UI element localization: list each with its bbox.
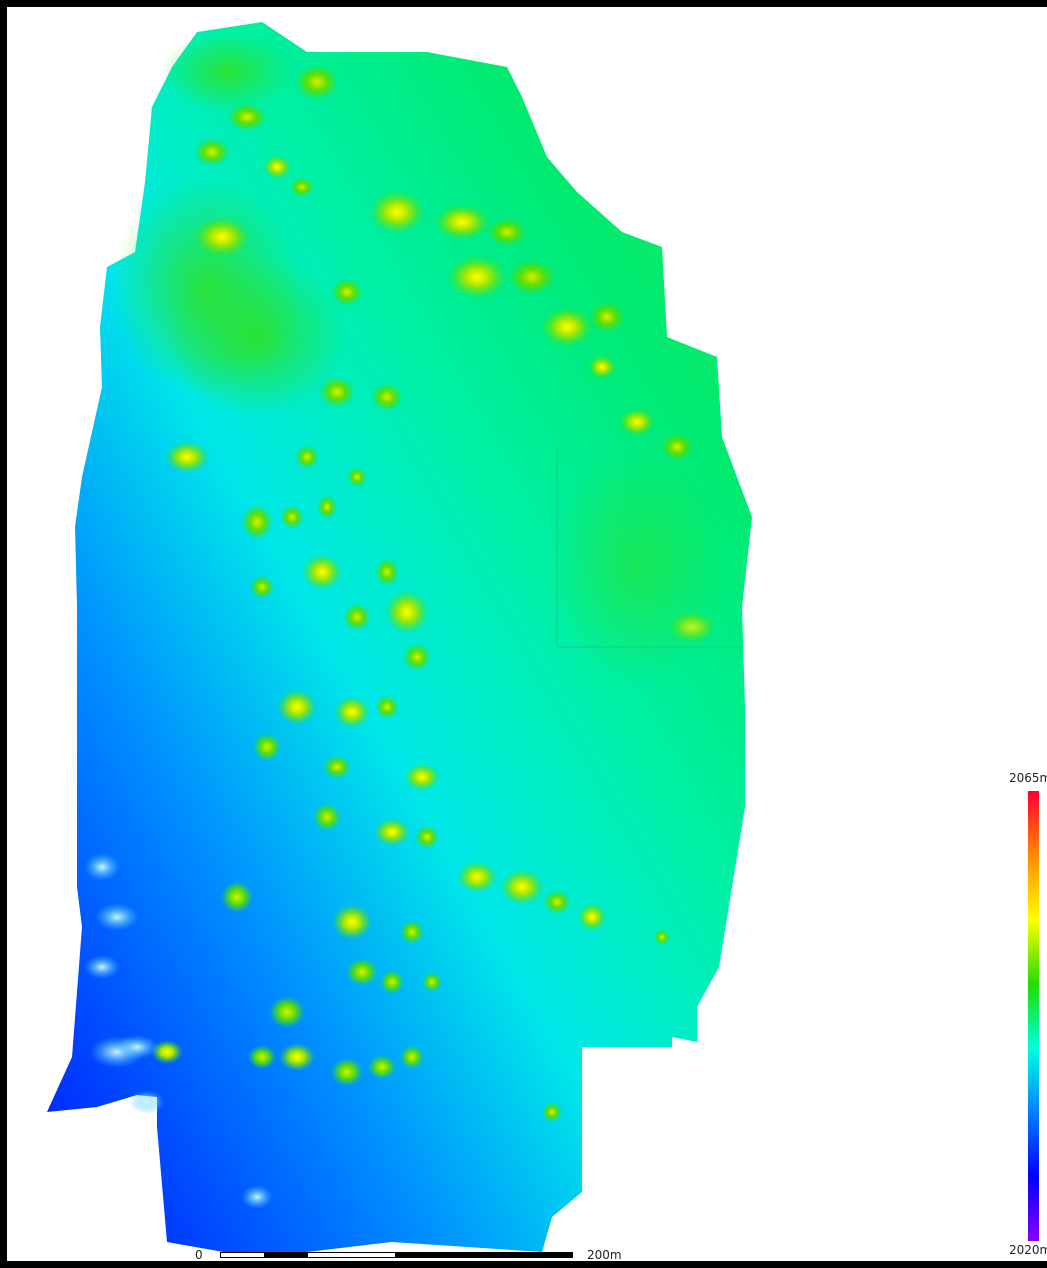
vegetation-canopy (112, 32, 727, 1122)
low-lying-features (84, 853, 273, 1209)
legend-max-label: 2065m (1009, 771, 1047, 785)
scale-bar-segment (395, 1252, 573, 1258)
elevation-legend-bar (1028, 791, 1039, 1241)
legend-min-label: 2020m (1009, 1243, 1047, 1257)
scale-bar-segment (264, 1252, 308, 1258)
elevation-map[interactable] (7, 7, 1047, 1268)
scale-end-label: 200m (587, 1248, 622, 1262)
survey-block-lines (556, 447, 742, 648)
scale-bar-segment (220, 1252, 265, 1258)
scale-start-label: 0 (195, 1248, 203, 1262)
scale-bar-segment (307, 1252, 396, 1258)
